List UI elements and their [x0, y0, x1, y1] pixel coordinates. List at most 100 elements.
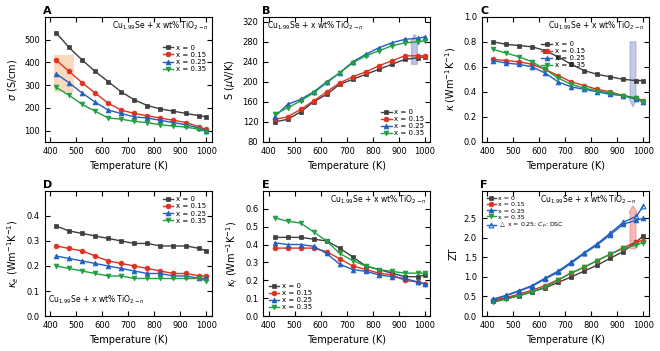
x = 0: [182, 111, 190, 115]
Line: x = 0: x = 0: [53, 30, 209, 119]
x = 0: [52, 31, 60, 35]
X-axis label: Temperature (K): Temperature (K): [88, 161, 168, 171]
x = 0.15: [348, 264, 356, 268]
Legend: x = 0, x = 0.15, x = 0.25, x = 0.35: x = 0, x = 0.15, x = 0.25, x = 0.35: [539, 39, 587, 70]
$\triangle$ x = 0.25; $C_p$: DSC: (523, 0.65): DSC: (523, 0.65): [515, 289, 523, 293]
x = 0.15: [130, 264, 138, 268]
x = 0.25: [170, 120, 178, 125]
x = 0: [203, 249, 211, 253]
x = 0.25: [528, 284, 536, 289]
x = 0: [414, 274, 422, 279]
x = 0.35: [489, 47, 497, 52]
x = 0.15: [130, 111, 138, 115]
x = 0.35: [489, 300, 497, 304]
Line: x = 0.25: x = 0.25: [53, 253, 209, 281]
x = 0.15: [619, 245, 627, 250]
x = 0: [580, 68, 588, 73]
x = 0.35: [362, 264, 370, 268]
x = 0: [284, 117, 292, 121]
x = 0.25: [414, 280, 422, 284]
x = 0: [567, 62, 575, 66]
x = 0.25: [554, 270, 562, 274]
x = 0.25: [567, 261, 575, 265]
x = 0.25: [52, 254, 60, 258]
x = 0: [375, 67, 383, 72]
x = 0: [515, 293, 523, 298]
x = 0.25: [421, 282, 429, 286]
x = 0: [65, 45, 73, 49]
x = 0: [130, 241, 138, 246]
x = 0.35: [195, 127, 203, 132]
Y-axis label: ZT: ZT: [448, 247, 458, 260]
x = 0: [593, 72, 601, 77]
x = 0.35: [104, 116, 112, 120]
x = 0.35: [156, 123, 164, 127]
x = 0: [489, 299, 497, 303]
x = 0.35: [323, 239, 331, 243]
x = 0.35: [336, 251, 344, 256]
x = 0.35: [284, 106, 292, 110]
x = 0.35: [567, 271, 575, 275]
x = 0.35: [143, 120, 151, 125]
x = 0: [52, 224, 60, 228]
x = 0.25: [65, 81, 73, 85]
$\triangle$ x = 0.25; $C_p$: DSC: (573, 0.78): DSC: (573, 0.78): [528, 283, 536, 287]
Line: x = 0.25: x = 0.25: [490, 216, 646, 302]
x = 0.15: [619, 93, 627, 98]
x = 0.35: [388, 269, 396, 273]
x = 0.35: [421, 39, 429, 43]
Legend: x = 0, x = 0.15, x = 0.25, x = 0.35: x = 0, x = 0.15, x = 0.25, x = 0.35: [267, 281, 314, 312]
x = 0.35: [528, 290, 536, 294]
x = 0.25: [640, 100, 647, 104]
x = 0.35: [593, 258, 601, 263]
x = 0: [310, 237, 317, 241]
x = 0: [515, 44, 523, 48]
x = 0.25: [607, 233, 614, 237]
x = 0.35: [362, 54, 370, 58]
x = 0.25: [203, 276, 211, 280]
x = 0.15: [182, 271, 190, 276]
$\triangle$ x = 0.25; $C_p$: DSC: (423, 0.43): DSC: (423, 0.43): [489, 297, 497, 301]
x = 0.35: [580, 86, 588, 90]
x = 0: [117, 239, 125, 243]
x = 0.15: [143, 114, 151, 118]
x = 0.25: [502, 61, 510, 65]
x = 0.15: [421, 54, 429, 58]
x = 0.15: [489, 298, 497, 303]
Text: Cu$_{1.99}$Se + x wt% TiO$_{2-n}$: Cu$_{1.99}$Se + x wt% TiO$_{2-n}$: [112, 19, 209, 32]
X-axis label: Temperature (K): Temperature (K): [308, 161, 386, 171]
x = 0.25: [567, 85, 575, 89]
x = 0.25: [104, 264, 112, 268]
x = 0.15: [117, 108, 125, 112]
Text: Cu$_{1.99}$Se + x wt% TiO$_{2-n}$: Cu$_{1.99}$Se + x wt% TiO$_{2-n}$: [330, 193, 427, 206]
x = 0.15: [336, 257, 344, 261]
Legend: x = 0, x = 0.15, x = 0.25, x = 0.35, $\triangle$ x = 0.25; $C_p$: DSC: x = 0, x = 0.15, x = 0.25, x = 0.35, $\t…: [485, 194, 566, 232]
x = 0.35: [348, 61, 356, 65]
x = 0.35: [607, 252, 614, 256]
x = 0.35: [607, 91, 614, 95]
x = 0.35: [640, 100, 647, 104]
x = 0: [541, 48, 549, 53]
Line: x = 0.25: x = 0.25: [272, 34, 428, 119]
x = 0: [528, 290, 536, 294]
x = 0.35: [401, 271, 409, 275]
x = 0: [296, 110, 304, 114]
x = 0.15: [117, 261, 125, 266]
Legend: x = 0, x = 0.15, x = 0.25, x = 0.35: x = 0, x = 0.15, x = 0.25, x = 0.35: [161, 194, 208, 226]
Line: x = 0: x = 0: [490, 39, 646, 83]
x = 0.25: [182, 274, 190, 278]
x = 0.35: [143, 276, 151, 280]
x = 0.25: [91, 100, 99, 104]
x = 0: [284, 235, 292, 239]
x = 0.15: [182, 120, 190, 125]
x = 0.35: [528, 60, 536, 64]
x = 0.15: [632, 96, 640, 100]
x = 0.25: [388, 274, 396, 279]
Line: x = 0.35: x = 0.35: [53, 264, 209, 283]
x = 0.35: [348, 258, 356, 263]
$\triangle$ x = 0.25; $C_p$: DSC: (473, 0.53): DSC: (473, 0.53): [502, 293, 510, 297]
x = 0.35: [310, 230, 317, 234]
x = 0.15: [401, 278, 409, 283]
x = 0.15: [502, 59, 510, 63]
x = 0.15: [284, 115, 292, 119]
